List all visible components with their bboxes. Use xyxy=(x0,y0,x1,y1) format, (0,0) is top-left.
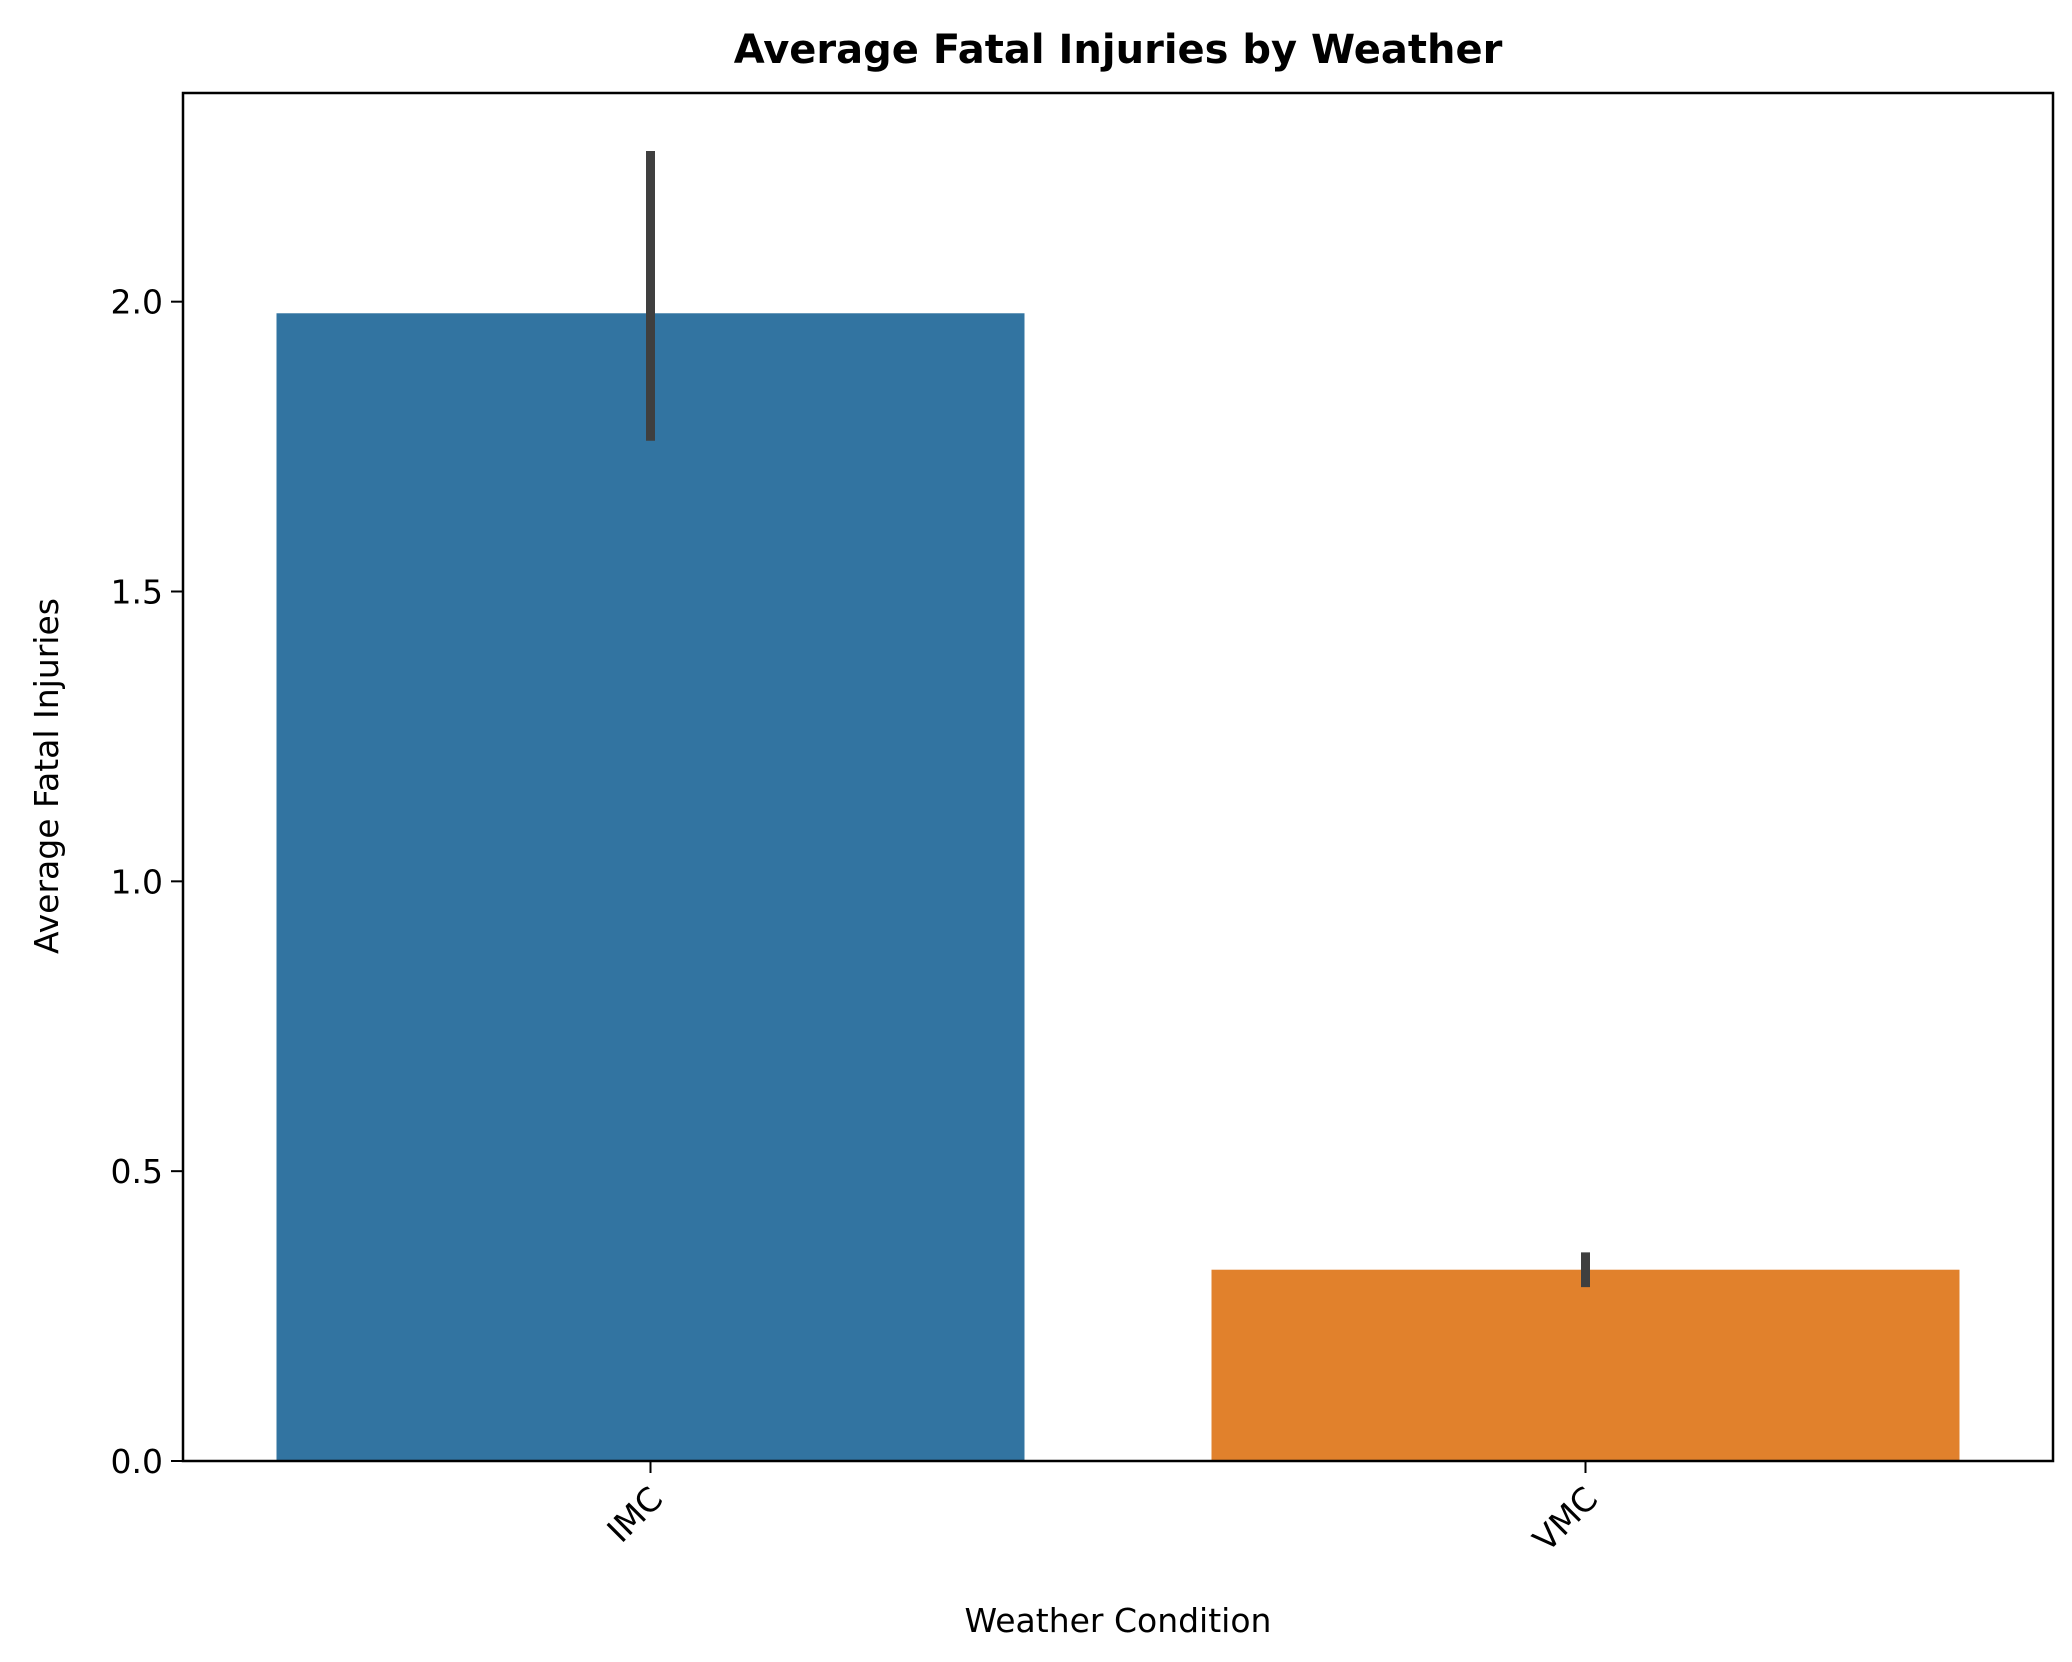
plot-frame xyxy=(181,91,2055,1463)
chart-title: Average Fatal Injuries by Weather xyxy=(734,27,1503,73)
y-tick-label: 1.5 xyxy=(111,573,163,612)
y-tick-label: 2.0 xyxy=(111,283,163,322)
bar-imc xyxy=(276,313,1025,1461)
bar-vmc xyxy=(1211,1269,1960,1461)
y-tick-label: 0.5 xyxy=(111,1152,163,1191)
y-tick-label: 1.0 xyxy=(111,862,163,901)
x-axis-label: Weather Condition xyxy=(965,1601,1272,1640)
y-tick-label: 0.0 xyxy=(111,1442,163,1481)
y-axis-label: Average Fatal Injuries xyxy=(27,598,66,954)
